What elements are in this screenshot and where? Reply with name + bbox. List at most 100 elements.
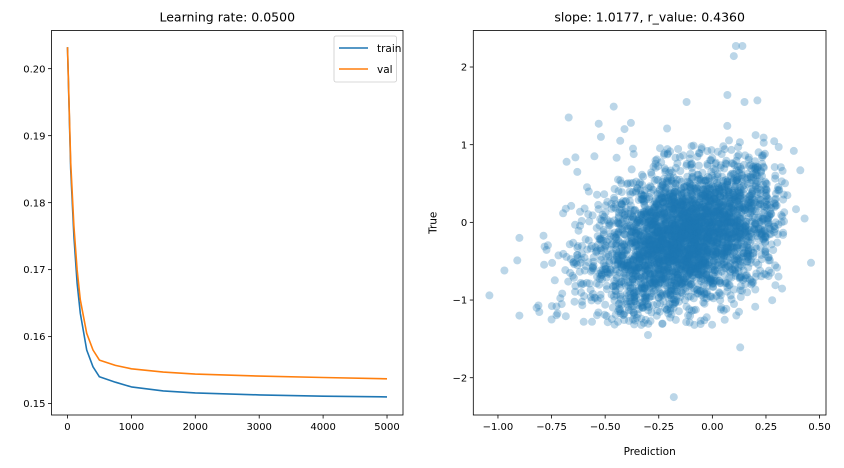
scatter-point [593,272,602,281]
scatter-point [662,241,670,250]
scatter-point [655,223,664,232]
scatter-point [704,218,713,227]
scatter-point [692,232,701,241]
scatter-point [661,239,670,248]
scatter-point [699,268,708,277]
scatter-point [630,293,639,302]
scatter-point [680,261,689,270]
scatter-point [674,224,683,233]
scatter-point [731,261,740,270]
scatter-point [640,218,649,227]
scatter-point [641,261,650,270]
scatter-point [612,249,621,257]
scatter-point [703,197,712,205]
scatter-point [660,249,669,258]
scatter-point [675,226,684,235]
scatter-point [627,261,636,269]
scatter-point [659,229,668,238]
scatter-point [719,230,728,239]
scatter-point [678,285,687,294]
scatter-point [631,237,640,245]
scatter-point [667,195,676,204]
scatter-point [718,239,727,248]
scatter-point [697,216,706,225]
scatter-point [622,197,631,205]
scatter-point [614,228,623,237]
scatter-point [612,235,621,244]
scatter-point [702,229,711,238]
scatter-point [651,277,660,286]
scatter-point [661,185,670,194]
scatter-point [691,305,700,314]
scatter-point [719,192,728,201]
scatter-point [671,234,680,243]
scatter-point [678,264,687,273]
scatter-point [646,292,655,301]
scatter-point [671,233,680,242]
scatter-point [693,269,702,278]
scatter-point [718,184,726,193]
scatter-point [654,228,663,237]
scatter-point [705,202,713,211]
scatter-point [687,203,696,212]
scatter-point [699,185,708,194]
scatter-point [653,224,662,232]
scatter-point [615,238,624,247]
scatter-point [710,241,719,250]
scatter-point [695,271,704,280]
scatter-point [626,227,635,236]
scatter-point [649,211,658,220]
scatter-point [778,166,787,175]
scatter-point [705,197,714,205]
scatter-point [612,271,621,280]
scatter-point [601,264,610,273]
scatter-point [736,223,745,232]
scatter-point [669,261,678,270]
scatter-point [695,247,704,256]
scatter-point [712,202,721,211]
scatter-point [744,209,753,218]
x-tick-label: −0.50 [590,422,621,433]
scatter-point [663,249,672,258]
scatter-point [627,228,636,237]
scatter-point [772,189,780,198]
scatter-point [755,200,764,209]
scatter-point [608,303,617,312]
scatter-point [699,258,708,267]
scatter-point [686,233,695,241]
scatter-point [647,231,656,240]
scatter-point [672,270,681,279]
scatter-point [661,204,670,213]
scatter-point [709,278,718,287]
scatter-point [716,279,725,288]
scatter-point [767,210,776,218]
scatter-point [650,258,659,267]
scatter-point [683,226,692,235]
scatter-point [756,196,765,205]
scatter-point [771,201,780,210]
scatter-point [671,163,680,172]
scatter-point [729,213,738,222]
scatter-point [723,287,732,296]
scatter-point [635,272,644,280]
scatter-point [665,226,673,234]
scatter-point [717,303,726,312]
scatter-point [734,263,743,272]
scatter-point [761,245,770,254]
scatter-point [685,225,694,234]
scatter-point [727,295,736,304]
scatter-point [692,234,701,243]
scatter-point [734,166,743,175]
scatter-point [642,209,651,218]
scatter-point [697,224,706,233]
scatter-point [576,258,585,267]
scatter-point [700,203,708,212]
scatter-point [731,182,739,191]
scatter-point [710,199,719,207]
scatter-point [650,240,658,249]
scatter-point [690,184,699,193]
scatter-point [707,200,716,209]
scatter-point [627,266,636,275]
scatter-point [676,265,685,274]
scatter-point [618,200,626,209]
